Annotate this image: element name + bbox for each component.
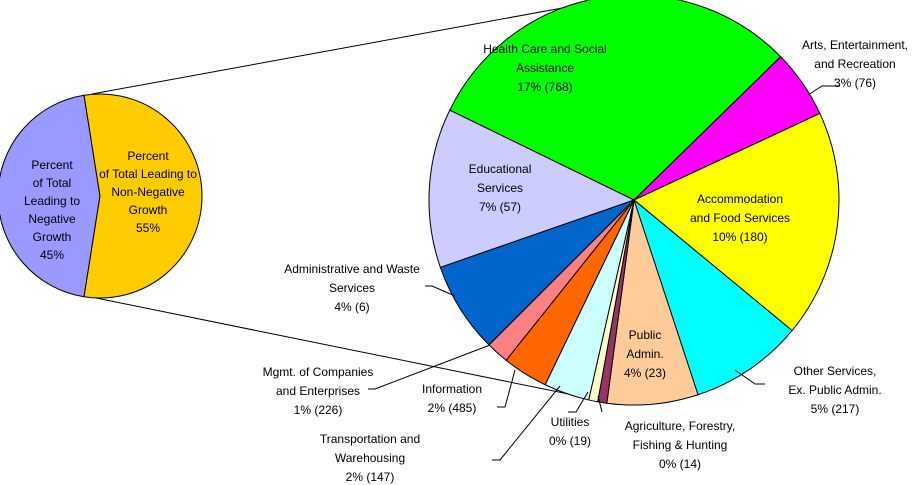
- leader-line: [368, 344, 491, 390]
- pie-slice: [0, 94, 101, 298]
- slice-label: Percent: [31, 158, 73, 172]
- slice-label: Percent: [127, 149, 169, 163]
- slice-label: Educational: [469, 162, 532, 176]
- leader-line: [568, 391, 589, 413]
- slice-value-label: 1% (226): [294, 403, 343, 417]
- connector-line: [91, 0, 609, 95]
- connector-line: [95, 297, 599, 401]
- pie-slice: [428, 109, 636, 268]
- slice-value-label: 4% (6): [334, 300, 369, 314]
- slice-value-label: 2% (147): [346, 470, 395, 484]
- slice-label: Growth: [129, 203, 168, 217]
- slice-label: Administrative and Waste: [284, 262, 420, 276]
- pie-slice: [633, 112, 840, 332]
- leader-line: [425, 285, 456, 297]
- leader-line: [497, 369, 516, 408]
- slice-label: Transportation and: [320, 432, 420, 446]
- slice-label: Ex. Public Admin.: [788, 383, 881, 397]
- slice-label: Services: [477, 181, 523, 195]
- pie-slice: [83, 93, 203, 299]
- slice-label: Agriculture, Forestry,: [625, 419, 735, 433]
- slice-label: Services: [329, 281, 375, 295]
- slice-label: Growth: [33, 230, 72, 244]
- slice-label: Warehousing: [335, 451, 405, 465]
- slice-label: Arts, Entertainment,: [802, 38, 908, 52]
- slice-label: Accommodation: [697, 192, 783, 206]
- leader-line: [807, 85, 840, 96]
- leader-line: [597, 395, 603, 413]
- slice-label: Utilities: [551, 415, 590, 429]
- slice-value-label: 4% (23): [624, 366, 666, 380]
- slice-label: Non-Negative: [111, 185, 185, 199]
- slice-label: Admin.: [626, 347, 663, 361]
- slice-value-label: 2% (485): [428, 401, 477, 415]
- slice-label: Other Services,: [794, 364, 877, 378]
- pie-slice: [632, 198, 793, 396]
- slice-label: of Total: [33, 176, 71, 190]
- slice-label: and Food Services: [690, 211, 790, 225]
- slice-value-label: 7% (57): [479, 200, 521, 214]
- slice-label: Fishing & Hunting: [633, 438, 728, 452]
- slice-value-label: 0% (14): [659, 457, 701, 471]
- slice-label: Health Care and Social: [483, 42, 606, 56]
- slice-value-label: 5% (217): [811, 402, 860, 416]
- slice-label: Leading to: [24, 194, 80, 208]
- slice-label: Public: [629, 328, 662, 342]
- slice-value-label: 3% (76): [834, 76, 876, 90]
- slice-label: and Enterprises: [276, 384, 360, 398]
- leader-line: [734, 369, 765, 385]
- slice-value-label: 17% (768): [517, 80, 572, 94]
- slice-value-label: 45%: [40, 248, 64, 262]
- slice-label: Assistance: [516, 61, 574, 75]
- slice-label: of Total Leading to: [99, 167, 197, 181]
- slice-value-label: 0% (19): [549, 434, 591, 448]
- slice-value-label: 10% (180): [712, 230, 767, 244]
- slice-label: Information: [422, 382, 482, 396]
- slice-label: Negative: [28, 212, 76, 226]
- slice-label: and Recreation: [814, 57, 895, 71]
- slice-value-label: 55%: [136, 221, 160, 235]
- leader-line: [492, 385, 561, 461]
- slice-label: Mgmt. of Companies: [263, 365, 374, 379]
